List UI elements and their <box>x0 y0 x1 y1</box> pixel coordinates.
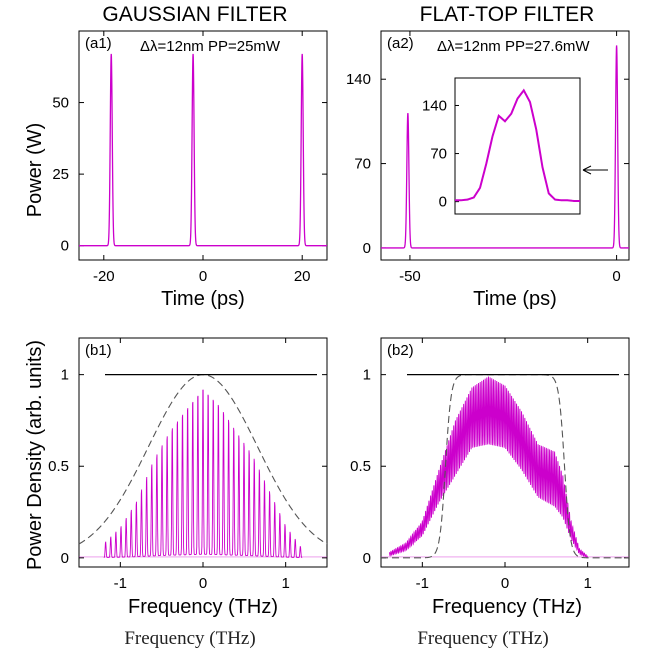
y-tick-label: 0 <box>363 240 371 257</box>
y-tick-label: 0 <box>61 238 69 255</box>
x-tick-label: 0 <box>612 268 620 285</box>
y-tick-label: 1 <box>61 367 69 384</box>
x-axis-label-frequency-b1: Frequency (THz) <box>128 596 278 618</box>
panel-annotation: Δλ=12nm PP=27.6mW <box>437 38 590 55</box>
y-tick-label: 70 <box>354 156 371 173</box>
y-tick-label: 0 <box>61 550 69 567</box>
inset-y-tick-label: 140 <box>422 97 447 114</box>
x-tick-label: 0 <box>199 268 207 285</box>
x-tick-label: -50 <box>399 268 421 285</box>
x-axis-label-frequency-b2: Frequency (THz) <box>432 596 582 618</box>
x-tick-label: -20 <box>93 268 115 285</box>
inset-pulse-trace <box>455 88 580 202</box>
y-tick-label: 1 <box>363 367 371 384</box>
y-axis-label-power: Power (W) <box>24 123 46 217</box>
panel-b1: -1 0 1 0 0.5 1 (b1) <box>48 337 328 592</box>
panel-label: (b2) <box>387 342 414 359</box>
y-tick-label: 0.5 <box>48 458 69 475</box>
pulse-trace <box>381 45 629 249</box>
spectrum-trace <box>388 376 588 558</box>
x-tick-label: 1 <box>281 575 289 592</box>
y-axis-label-power-density: Power Density (arb. units) <box>24 340 46 570</box>
inset-frame <box>454 77 581 215</box>
footer-label-left: Frequency (THz) <box>124 628 255 649</box>
x-axis-label-time-a2: Time (ps) <box>473 288 557 310</box>
inset-y-tick-label: 70 <box>430 146 447 163</box>
plot-frame <box>78 30 328 261</box>
x-tick-label: -1 <box>114 575 127 592</box>
filter-curve <box>381 374 629 559</box>
pulse-trace <box>79 53 327 247</box>
inset-y-tick-label: 0 <box>439 194 447 211</box>
panel-a1: -20 0 20 0 25 50 (a1) Δλ=12nm PP=25mW <box>52 30 328 285</box>
y-tick-label: 50 <box>52 95 69 112</box>
x-tick-label: 0 <box>501 575 509 592</box>
x-tick-label: -1 <box>416 575 429 592</box>
column-title-gaussian: GAUSSIAN FILTER <box>102 3 287 26</box>
panel-a2: -50 0 0 70 140 (a2) Δλ=12nm PP=27.6mW 0 70 140 <box>346 30 630 285</box>
panel-label: (a2) <box>387 35 414 52</box>
panel-annotation: Δλ=12nm PP=25mW <box>140 38 281 55</box>
y-tick-label: 25 <box>52 166 69 183</box>
y-tick-label: 0 <box>363 550 371 567</box>
y-tick-label: 0.5 <box>350 458 371 475</box>
x-tick-label: 1 <box>583 575 591 592</box>
panel-label: (a1) <box>85 35 112 52</box>
panel-label: (b1) <box>85 342 112 359</box>
x-tick-label: 20 <box>294 268 311 285</box>
x-tick-label: 0 <box>199 575 207 592</box>
spectrum-trace <box>103 389 303 559</box>
plot-frame <box>380 30 630 261</box>
panel-b2: -1 0 1 0 0.5 1 (b2) <box>350 337 630 592</box>
inset-arrow-head <box>582 165 592 175</box>
column-title-flat-top: FLAT-TOP FILTER <box>420 3 595 26</box>
x-axis-label-time-a1: Time (ps) <box>161 288 245 310</box>
footer-label-right: Frequency (THz) <box>417 628 548 649</box>
y-tick-label: 140 <box>346 71 371 88</box>
